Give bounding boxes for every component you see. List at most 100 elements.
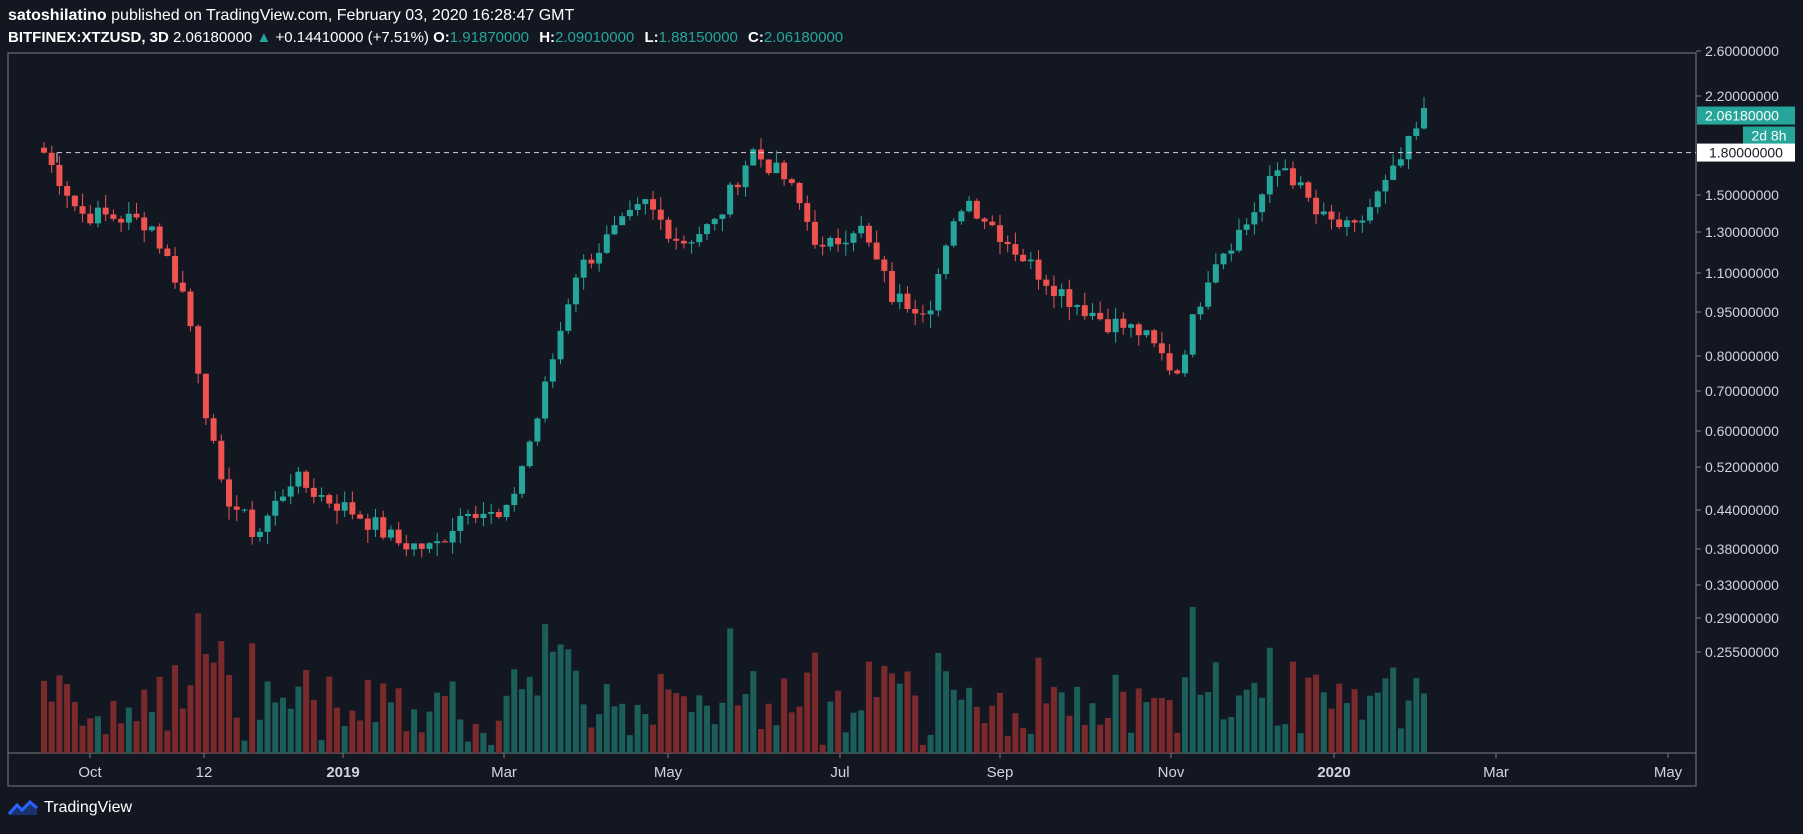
candle-body: [148, 226, 155, 231]
volume-bar: [1390, 667, 1397, 753]
volume-bar: [1012, 713, 1019, 753]
volume-bar: [927, 734, 934, 753]
candle-body: [603, 234, 610, 253]
candle-body: [1158, 343, 1165, 354]
price-tick-label: 0.33000000: [1705, 577, 1779, 593]
candle-body: [1197, 306, 1204, 315]
candle-body: [218, 440, 225, 480]
volume-bar: [357, 720, 364, 753]
candle-body: [1374, 191, 1381, 208]
time-tick-label: Jul: [830, 764, 849, 781]
candle-body: [1413, 128, 1420, 136]
candle-body: [518, 466, 525, 494]
volume-bar: [889, 673, 896, 753]
volume-bar: [827, 701, 834, 753]
candle-body: [981, 218, 988, 222]
volume-bar: [310, 699, 317, 753]
candle-body: [472, 513, 479, 518]
candle-body: [704, 224, 711, 235]
candle-body: [881, 259, 888, 271]
candle-body: [503, 504, 510, 518]
price-change: +0.14410000 (+7.51%): [275, 29, 429, 46]
candle-body: [1058, 289, 1065, 297]
volume-bar: [518, 689, 525, 753]
candle-body: [742, 165, 749, 188]
high-label: H:: [539, 29, 556, 46]
candle-body: [372, 517, 379, 530]
volume-bar: [943, 671, 950, 753]
volume-bar: [1050, 686, 1057, 753]
volume-bar: [295, 686, 302, 753]
candle-body: [1328, 211, 1335, 220]
volume-bar: [1320, 692, 1327, 753]
volume-bar: [858, 710, 865, 753]
candle-body: [1336, 219, 1343, 228]
time-axis[interactable]: Oct 12 2019 Mar May Jul Sep Nov 2020 Mar May: [78, 753, 1683, 781]
candle-body: [650, 199, 657, 210]
candle-body: [303, 471, 310, 488]
candle-body: [480, 513, 487, 518]
volume-bar: [642, 714, 649, 753]
candle-body: [827, 237, 834, 247]
volume-bar: [981, 723, 988, 753]
volume-bar: [1235, 695, 1242, 753]
tradingview-logo-icon: [8, 800, 38, 815]
author-name[interactable]: satoshilatino: [8, 7, 107, 24]
candle-body: [889, 270, 896, 303]
volume-bar: [919, 744, 926, 753]
candle-body: [449, 531, 456, 543]
volume-bar: [650, 724, 657, 753]
candle-body: [1259, 194, 1266, 213]
candle-body: [688, 242, 695, 244]
time-tick-label: Mar: [1483, 764, 1509, 781]
candle-body: [642, 199, 649, 205]
close-value: 2.06180000: [763, 29, 844, 46]
price-tick-label: 0.80000000: [1705, 348, 1779, 364]
candle-body: [680, 240, 687, 244]
candle-body: [56, 164, 63, 186]
time-tick-label: Sep: [987, 764, 1014, 781]
volume-bar: [511, 669, 518, 753]
candle-body: [572, 277, 579, 305]
volume-bar: [1413, 678, 1420, 753]
time-tick-label: 2020: [1317, 764, 1350, 781]
time-tick-label: 12: [196, 764, 213, 781]
volume-bar: [480, 732, 487, 753]
candle-body: [364, 518, 371, 530]
candle-body: [1035, 259, 1042, 280]
volume-bar: [958, 699, 965, 753]
volume-bar: [187, 685, 194, 753]
volume-bar: [596, 714, 603, 753]
candle-body: [1104, 319, 1111, 333]
volume-bar: [64, 684, 71, 753]
price-axis[interactable]: 2.60000000 2.20000000 1.50000000 1.30000000…: [1696, 43, 1779, 660]
volume-bar: [757, 729, 764, 753]
volume-bar: [1135, 688, 1142, 753]
candle-body: [727, 184, 734, 215]
candle-body: [1228, 250, 1235, 254]
volume-bar: [526, 676, 533, 753]
candle-body: [64, 185, 71, 196]
tradingview-footer[interactable]: TradingView: [8, 799, 132, 817]
volume-bar: [950, 689, 957, 753]
volume-bar: [842, 732, 849, 753]
candle-body: [958, 211, 965, 222]
volume-bar: [195, 613, 202, 753]
candle-body: [1220, 253, 1227, 265]
candle-body: [1189, 314, 1196, 355]
candle-body: [1367, 207, 1374, 221]
volume-bar: [611, 706, 618, 753]
price-tick-label: 0.70000000: [1705, 383, 1779, 399]
volume-bar: [133, 721, 140, 753]
volume-bar: [881, 666, 888, 753]
horizontal-line[interactable]: [56, 152, 1696, 163]
volume-bar: [711, 724, 718, 753]
candle-body: [1282, 168, 1289, 171]
volume-bar: [935, 652, 942, 753]
candle-body: [226, 479, 233, 507]
volume-bar: [488, 744, 495, 753]
candle-body: [441, 541, 448, 543]
time-tick-label: 2019: [326, 764, 359, 781]
volume-bar: [1405, 700, 1412, 753]
